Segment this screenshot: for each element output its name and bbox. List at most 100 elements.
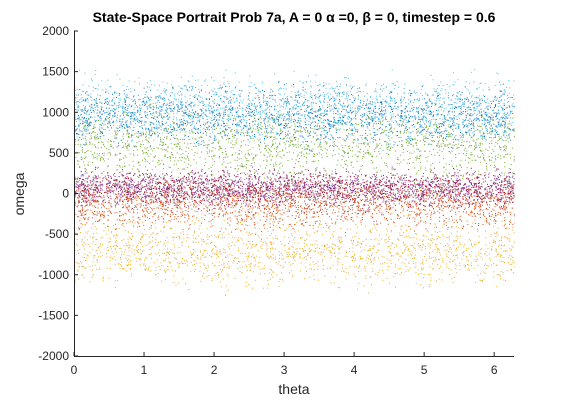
scatter-point bbox=[202, 105, 204, 106]
scatter-point bbox=[84, 122, 86, 124]
scatter-point bbox=[185, 85, 187, 87]
scatter-point bbox=[134, 118, 135, 120]
scatter-point bbox=[94, 88, 96, 89]
scatter-point bbox=[343, 122, 345, 124]
scatter-point bbox=[97, 115, 99, 117]
scatter-point bbox=[159, 144, 161, 146]
scatter-point bbox=[259, 128, 261, 130]
scatter-point bbox=[104, 103, 106, 104]
scatter-point bbox=[338, 108, 340, 110]
scatter-point bbox=[254, 171, 256, 173]
scatter-point bbox=[294, 113, 296, 115]
scatter-point bbox=[442, 121, 444, 123]
scatter-point bbox=[315, 115, 317, 117]
scatter-point bbox=[362, 142, 364, 144]
scatter-point bbox=[257, 130, 259, 132]
scatter-point bbox=[473, 103, 475, 105]
scatter-point bbox=[289, 144, 291, 146]
scatter-point bbox=[423, 117, 425, 119]
scatter-point bbox=[438, 109, 439, 111]
scatter-point bbox=[288, 116, 290, 118]
scatter-point bbox=[230, 146, 232, 148]
scatter-point bbox=[159, 105, 161, 107]
scatter-point bbox=[109, 153, 111, 155]
scatter-point bbox=[501, 116, 503, 118]
scatter-point bbox=[460, 107, 462, 109]
scatter-point bbox=[436, 145, 438, 147]
scatter-point bbox=[397, 157, 399, 159]
scatter-point bbox=[497, 73, 499, 75]
scatter-point bbox=[461, 166, 462, 168]
scatter-point bbox=[199, 102, 201, 104]
scatter-point bbox=[252, 135, 254, 137]
scatter-point bbox=[510, 157, 511, 159]
scatter-point bbox=[509, 123, 510, 125]
scatter-point bbox=[113, 97, 115, 99]
scatter-point bbox=[228, 115, 230, 117]
scatter-point bbox=[344, 115, 346, 117]
scatter-point bbox=[232, 133, 234, 135]
scatter-point bbox=[380, 122, 381, 124]
scatter-point bbox=[81, 139, 82, 140]
scatter-point bbox=[371, 162, 373, 164]
scatter-point bbox=[122, 84, 124, 86]
scatter-point bbox=[297, 141, 299, 143]
scatter-point bbox=[227, 135, 229, 137]
scatter-point bbox=[329, 120, 331, 122]
scatter-point bbox=[486, 165, 487, 167]
scatter-point bbox=[506, 98, 508, 100]
scatter-point bbox=[295, 94, 297, 96]
scatter-point bbox=[333, 141, 335, 143]
scatter-point bbox=[284, 126, 286, 127]
scatter-point bbox=[265, 135, 266, 137]
scatter-point bbox=[84, 124, 86, 126]
scatter-point bbox=[239, 116, 241, 118]
scatter-point bbox=[150, 113, 152, 115]
scatter-point bbox=[482, 143, 484, 145]
scatter-point bbox=[219, 127, 221, 129]
scatter-point bbox=[259, 148, 260, 150]
scatter-point bbox=[130, 114, 132, 116]
scatter-point bbox=[481, 114, 483, 116]
scatter-point bbox=[264, 122, 265, 124]
scatter-point bbox=[212, 158, 214, 160]
scatter-point bbox=[114, 91, 116, 93]
scatter-point bbox=[126, 123, 128, 125]
scatter-point bbox=[439, 161, 441, 163]
scatter-point bbox=[423, 116, 424, 118]
scatter-point bbox=[308, 75, 309, 77]
scatter-point bbox=[395, 135, 397, 137]
scatter-point bbox=[83, 143, 85, 145]
scatter-point bbox=[479, 98, 481, 100]
scatter-point bbox=[187, 104, 189, 106]
scatter-point bbox=[307, 107, 309, 109]
scatter-point bbox=[299, 135, 301, 137]
scatter-point bbox=[427, 121, 429, 123]
scatter-point bbox=[317, 138, 319, 139]
scatter-point bbox=[319, 106, 320, 108]
scatter-point bbox=[431, 94, 433, 96]
scatter-point bbox=[325, 113, 326, 115]
scatter-point bbox=[453, 136, 455, 138]
scatter-point bbox=[434, 154, 436, 156]
scatter-point bbox=[173, 122, 175, 124]
scatter-point bbox=[156, 147, 158, 149]
scatter-point bbox=[451, 165, 453, 167]
scatter-point bbox=[444, 120, 446, 122]
scatter-point bbox=[159, 110, 161, 112]
scatter-point bbox=[248, 92, 250, 94]
scatter-point bbox=[496, 114, 498, 116]
scatter-point bbox=[191, 129, 193, 131]
scatter-point bbox=[154, 115, 156, 117]
scatter-point bbox=[173, 108, 175, 110]
scatter-point bbox=[166, 128, 168, 130]
scatter-point bbox=[306, 141, 308, 142]
scatter-point bbox=[188, 139, 190, 140]
scatter-point bbox=[222, 158, 224, 160]
scatter-point bbox=[261, 109, 263, 111]
scatter-point bbox=[392, 111, 393, 112]
scatter-point bbox=[177, 126, 179, 128]
scatter-point bbox=[438, 127, 440, 129]
scatter-point bbox=[225, 107, 227, 109]
scatter-point bbox=[283, 88, 285, 90]
